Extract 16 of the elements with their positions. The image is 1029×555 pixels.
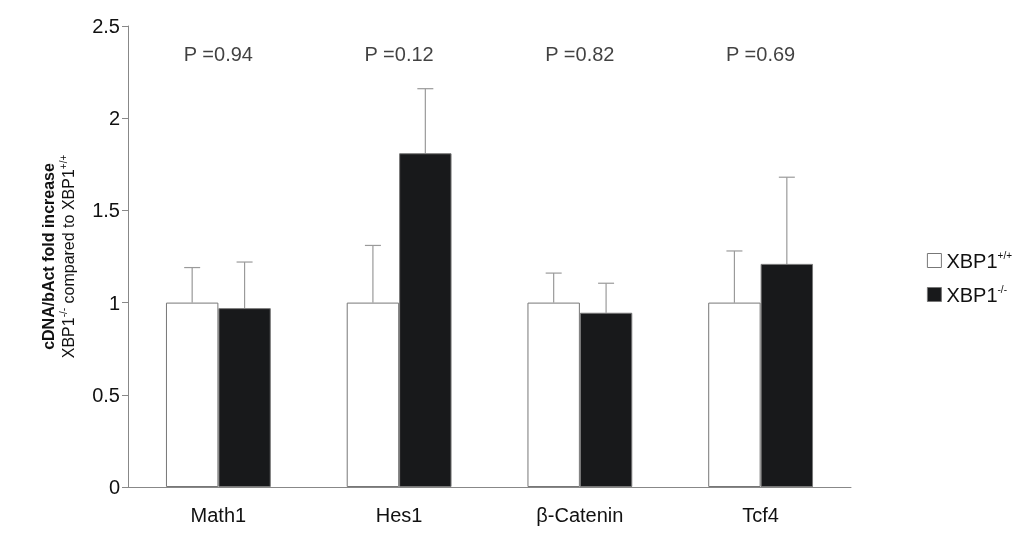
annotation: P =0.12 xyxy=(364,43,434,65)
annotation: P =0.82 xyxy=(545,43,615,65)
x-tick-label: Hes1 xyxy=(375,504,423,526)
y-tick-label: 2.5 xyxy=(92,15,120,37)
x-tick-label: Tcf4 xyxy=(742,504,779,526)
y-tick-label: 0.5 xyxy=(92,383,120,406)
y-tick-label: 0 xyxy=(108,476,120,498)
annotation: P =0.94 xyxy=(183,43,253,65)
y-tick-label: 2 xyxy=(108,107,120,130)
legend-label: XBP1+/+ xyxy=(946,249,1013,272)
x-tick-label: Math1 xyxy=(190,504,247,526)
x-tick-label: β-Catenin xyxy=(536,504,624,526)
y-tick-label: 1.5 xyxy=(92,199,120,222)
annotation: P =0.69 xyxy=(726,43,796,65)
y-tick-label: 1 xyxy=(108,291,120,314)
legend-label: XBP1-/- xyxy=(946,283,1007,306)
